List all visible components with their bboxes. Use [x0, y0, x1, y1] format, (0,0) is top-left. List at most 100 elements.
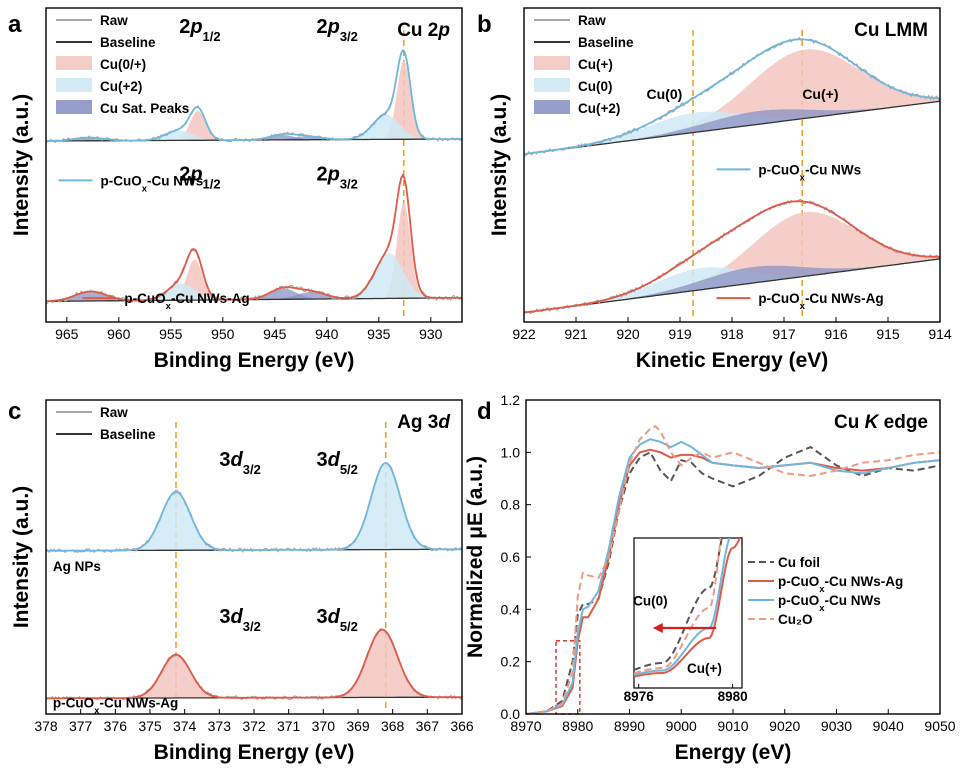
- x-tick-label: 921: [564, 326, 588, 342]
- y-tick-label: 1.2: [501, 392, 521, 408]
- y-tick-label: 0.6: [501, 549, 521, 565]
- inset-label: Cu(+): [687, 661, 722, 676]
- x-tick-label: 960: [107, 326, 131, 342]
- legend-label: Baseline: [100, 427, 156, 442]
- x-tick-label: 918: [720, 326, 744, 342]
- x-tick-label: 8980: [562, 718, 593, 734]
- y-tick-label: 0.4: [501, 601, 521, 617]
- x-tick-label: 950: [211, 326, 235, 342]
- x-tick-label: 369: [346, 718, 370, 734]
- x-tick-label: 9000: [666, 718, 697, 734]
- x-tick-label: 367: [416, 718, 440, 734]
- panel-title: Ag 3d: [397, 412, 450, 433]
- legend-label: Cu(+2): [100, 79, 142, 94]
- inset-x-tick-label: 8976: [624, 689, 655, 704]
- x-tick-label: 374: [173, 718, 197, 734]
- legend-label: p-CuOx-Cu NWs: [778, 593, 881, 614]
- panel-d: d 0.0 0.2 0.4 0.6 0.8 1.0 1.2 8976 8980 Cu(0) Cu(+)…: [464, 392, 956, 764]
- peak-fill: [46, 463, 462, 551]
- panel-title: Cu K edge: [834, 412, 928, 433]
- x-tick-label: 375: [138, 718, 162, 734]
- fit-envelope-line: [523, 38, 940, 155]
- fit-envelope-line: [46, 48, 462, 142]
- peak-annotation: Cu(+): [802, 86, 838, 102]
- legend: Raw Baseline Cu(+) Cu(0) Cu(+2): [534, 13, 634, 116]
- x-tick-label: 377: [69, 718, 93, 734]
- peak-annotation: 3d3/2: [219, 606, 260, 634]
- legend-label: Cu(+2): [578, 101, 620, 116]
- x-tick-label: 372: [242, 718, 266, 734]
- x-tick-label: 366: [450, 718, 474, 734]
- xas-series-line: [525, 438, 941, 715]
- x-tick-label: 9010: [717, 718, 748, 734]
- legend-label: Cu(0): [578, 79, 613, 94]
- panel-letter: b: [477, 11, 492, 38]
- series-name-label: Ag NPs: [53, 559, 101, 574]
- inset-label: Cu(0): [633, 594, 668, 609]
- x-tick-label: 919: [668, 326, 692, 342]
- legend-swatch-fill: [56, 56, 92, 70]
- legend-label: Baseline: [100, 35, 156, 50]
- peak-fill: [46, 629, 462, 699]
- x-tick-label: 955: [159, 326, 183, 342]
- series-1: p-CuOx-Cu NWs-Ag: [45, 628, 462, 717]
- x-tick-label: 9030: [821, 718, 852, 734]
- peak-fill: [524, 211, 940, 313]
- series-0: p-CuOx-Cu NWs: [45, 48, 463, 194]
- x-tick-label: 378: [34, 718, 58, 734]
- peak-fill: [524, 49, 940, 154]
- legend-swatch-fill: [534, 100, 570, 114]
- x-tick-label: 9050: [924, 718, 955, 734]
- x-tick-label: 916: [824, 326, 848, 342]
- x-tick-label: 940: [315, 326, 339, 342]
- legend-label: p-CuOx-Cu NWs-Ag: [778, 574, 903, 595]
- x-tick-label: 9040: [873, 718, 904, 734]
- plot-frame: [45, 7, 463, 323]
- y-tick-label: 0.0: [501, 706, 521, 722]
- xas-series-line: [525, 448, 941, 715]
- x-tick-label: 945: [263, 326, 287, 342]
- y-axis-title: Normalized μE (a.u.): [464, 456, 487, 658]
- x-tick-label: 965: [55, 326, 79, 342]
- peak-annotation: 2p1/2: [179, 16, 220, 44]
- peak-annotation: 2p1/2: [179, 164, 220, 192]
- peak-annotation: 3d3/2: [219, 449, 260, 477]
- panel-letter: a: [8, 11, 22, 38]
- x-tick-label: 373: [208, 718, 232, 734]
- x-tick-label: 915: [876, 326, 900, 342]
- legend: Raw Baseline: [56, 405, 156, 442]
- x-tick-label: 8990: [614, 718, 645, 734]
- x-tick-label: 917: [772, 326, 796, 342]
- x-axis-title: Energy (eV): [675, 741, 792, 764]
- y-axis-title: Intensity (a.u.): [488, 94, 511, 236]
- x-tick-label: 922: [512, 326, 536, 342]
- series-1: p-CuOx-Cu NWs-Ag: [45, 172, 463, 312]
- legend-label: Cu(0/+): [100, 57, 146, 72]
- legend: Raw Baseline Cu(0/+) Cu(+2) Cu Sat. Peaks: [56, 13, 189, 116]
- x-tick-label: 920: [616, 326, 640, 342]
- inset-series-line: [634, 538, 741, 678]
- inset: 8976 8980 Cu(0) Cu(+): [624, 537, 748, 704]
- legend-label: Raw: [578, 13, 606, 28]
- panel-letter: d: [477, 398, 492, 425]
- panel-letter: c: [8, 398, 21, 425]
- series-1: p-CuOx-Cu NWs-Ag: [523, 198, 941, 315]
- series-name-label: p-CuOx-Cu NWs: [100, 173, 203, 194]
- x-tick-label: 371: [277, 718, 301, 734]
- legend-label: Cu₂O: [778, 612, 813, 627]
- series-name-label: p-CuOx-Cu NWs-Ag: [758, 291, 883, 312]
- baseline-line: [523, 100, 941, 155]
- series-0: p-CuOx-Cu NWs: [523, 36, 941, 183]
- x-tick-label: 935: [367, 326, 391, 342]
- xas-series-line: [525, 446, 941, 715]
- peak-annotation: Cu(0): [647, 86, 683, 102]
- panel-title: Cu LMM: [854, 20, 928, 41]
- panel-b: b p-CuOx-Cu NWs p-CuOx-Cu NWs-Ag Cu(0) Cu(+)…: [477, 7, 952, 372]
- panel-a: a p-CuOx-Cu NWs p-CuOx-Cu NWs-Ag 2p1/2 2p3/2…: [8, 7, 463, 372]
- x-tick-label: 9020: [769, 718, 800, 734]
- series-name-label: p-CuOx-Cu NWs-Ag: [53, 696, 178, 717]
- legend-swatch-fill: [534, 56, 570, 70]
- fit-envelope-line: [46, 462, 462, 552]
- x-tick-label: 930: [419, 326, 443, 342]
